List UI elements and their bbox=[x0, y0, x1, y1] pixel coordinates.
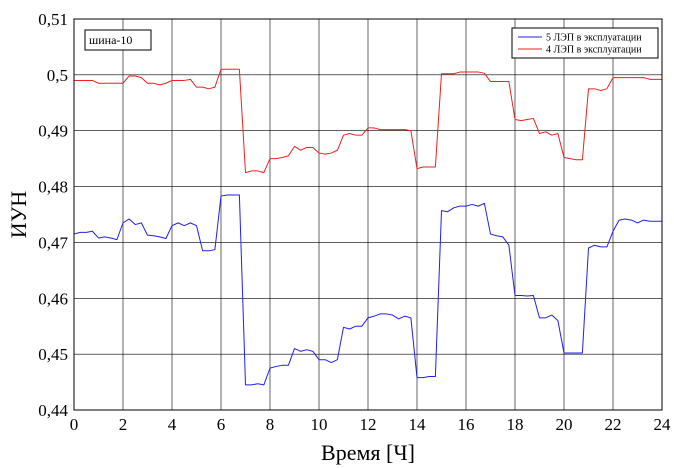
y-tick-label: 0,51 bbox=[38, 10, 68, 29]
y-axis-title: ИУН bbox=[6, 191, 31, 238]
x-tick-label: 12 bbox=[360, 415, 377, 434]
x-tick-label: 16 bbox=[458, 415, 475, 434]
y-tick-label: 0,48 bbox=[38, 178, 68, 197]
annotation-box: шина-10 bbox=[84, 29, 152, 51]
x-tick-label: 14 bbox=[409, 415, 427, 434]
annotation-label: шина-10 bbox=[89, 33, 132, 47]
x-tick-label: 20 bbox=[556, 415, 573, 434]
legend-label-series-1: 5 ЛЭП в эксплуатации bbox=[546, 33, 642, 44]
x-tick-label: 22 bbox=[605, 415, 622, 434]
x-tick-label: 2 bbox=[119, 415, 128, 434]
x-tick-label: 24 bbox=[654, 415, 672, 434]
y-tick-label: 0,45 bbox=[38, 345, 68, 364]
plot-frame bbox=[73, 18, 663, 411]
ticks: 0 2 4 6 8 10 12 14 16 18 20 22 240,440,450,460,470,4… bbox=[38, 10, 671, 434]
y-tick-label: 0,46 bbox=[38, 289, 68, 308]
legend-label-series-2: 4 ЛЭП в эксплуатации bbox=[546, 45, 642, 56]
series-line-2 bbox=[74, 68, 662, 174]
y-tick-label: 0,44 bbox=[38, 401, 68, 420]
x-axis-title: Время [Ч] bbox=[321, 440, 415, 465]
x-tick-label: 10 bbox=[311, 415, 328, 434]
legend-frame bbox=[511, 27, 659, 59]
legend: 5 ЛЭП в эксплуатации 4 ЛЭП в эксплуатаци… bbox=[511, 27, 659, 59]
series-line-1 bbox=[73, 194, 662, 386]
annotation-frame bbox=[84, 29, 152, 51]
series-group bbox=[73, 68, 662, 386]
x-tick-label: 18 bbox=[507, 415, 524, 434]
x-tick-label: 8 bbox=[266, 415, 275, 434]
y-tick-label: 0,49 bbox=[38, 122, 68, 141]
y-tick-label: 0,47 bbox=[38, 233, 68, 252]
x-tick-label: 4 bbox=[168, 415, 177, 434]
y-tick-label: 0,5 bbox=[47, 66, 68, 85]
x-tick-label: 6 bbox=[217, 415, 226, 434]
x-tick-label: 0 bbox=[70, 415, 79, 434]
